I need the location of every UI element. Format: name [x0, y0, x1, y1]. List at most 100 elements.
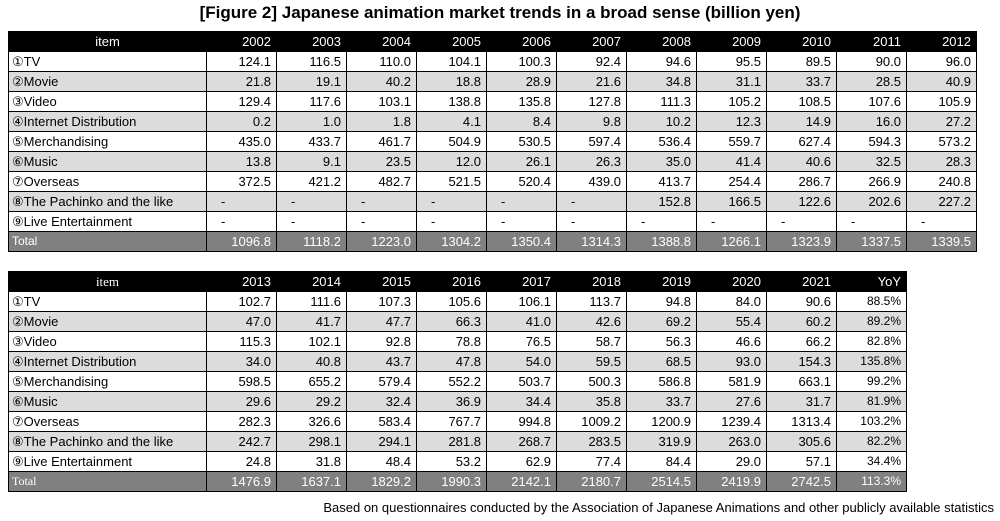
column-header-item: item: [8, 271, 207, 292]
table-cell: 18.8: [416, 71, 487, 92]
total-cell: 2742.5: [766, 471, 837, 492]
table-cell: 536.4: [626, 131, 697, 152]
table-cell: 48.4: [346, 451, 417, 472]
table-cell: 95.5: [696, 51, 767, 72]
table-cell: 135.8: [486, 91, 557, 112]
table-cell: 94.6: [626, 51, 697, 72]
column-header: 2009: [696, 31, 767, 52]
table-cell: 103.2%: [836, 411, 907, 432]
table-cell: 254.4: [696, 171, 767, 192]
table-cell: 76.5: [486, 331, 557, 352]
column-header: 2021: [766, 271, 837, 292]
column-header: 2020: [696, 271, 767, 292]
table-cell: 263.0: [696, 431, 767, 452]
table-cell: -: [486, 191, 557, 212]
table-cell: 105.2: [696, 91, 767, 112]
table-cell: 34.4%: [836, 451, 907, 472]
table-cell: -: [556, 211, 627, 232]
total-cell: 1323.9: [766, 231, 837, 252]
table-cell: 583.4: [346, 411, 417, 432]
row-label: ⑧The Pachinko and the like: [8, 431, 207, 452]
table-cell: 242.7: [206, 431, 277, 452]
table-cell: 82.2%: [836, 431, 907, 452]
table-cell: 413.7: [626, 171, 697, 192]
total-cell: 2419.9: [696, 471, 767, 492]
table-cell: 46.6: [696, 331, 767, 352]
table-cell: 124.1: [206, 51, 277, 72]
table-cell: 102.7: [206, 291, 277, 312]
table-cell: 110.0: [346, 51, 417, 72]
table-cell: 435.0: [206, 131, 277, 152]
table-header-row: item 2002 2003 2004 2005 2006 2007 2008 2009 2010…: [8, 31, 977, 52]
table-cell: 27.6: [696, 391, 767, 412]
table-cell: 298.1: [276, 431, 347, 452]
table-cell: -: [626, 211, 697, 232]
table-cell: 23.5: [346, 151, 417, 172]
column-header: 2003: [276, 31, 347, 52]
table-cell: 559.7: [696, 131, 767, 152]
table-cell: 573.2: [906, 131, 977, 152]
row-label: ①TV: [8, 51, 207, 72]
total-cell: 1339.5: [906, 231, 977, 252]
table-row: ⑤Merchandising 598.5 655.2 579.4 552.2 503.7 5…: [8, 371, 907, 392]
table-cell: 107.6: [836, 91, 907, 112]
table-row: ⑦Overseas 282.3 326.6 583.4 767.7 994.8 1009.2…: [8, 411, 907, 432]
row-label: ⑦Overseas: [8, 411, 207, 432]
total-cell: 1337.5: [836, 231, 907, 252]
table-cell: 55.4: [696, 311, 767, 332]
table-cell: 90.6: [766, 291, 837, 312]
table-cell: 47.7: [346, 311, 417, 332]
table-cell: 1313.4: [766, 411, 837, 432]
table-cell: 326.6: [276, 411, 347, 432]
total-cell: 1304.2: [416, 231, 487, 252]
table-cell: 33.7: [766, 71, 837, 92]
table-cell: 105.6: [416, 291, 487, 312]
table-cell: 202.6: [836, 191, 907, 212]
table-cell: 92.8: [346, 331, 417, 352]
total-cell: 1266.1: [696, 231, 767, 252]
table-cell: 84.4: [626, 451, 697, 472]
table-cell: 29.2: [276, 391, 347, 412]
table-cell: -: [276, 191, 347, 212]
table-cell: 627.4: [766, 131, 837, 152]
table-cell: 107.3: [346, 291, 417, 312]
table-cell: 40.9: [906, 71, 977, 92]
total-cell: 1388.8: [626, 231, 697, 252]
total-cell: 1096.8: [206, 231, 277, 252]
table-cell: 372.5: [206, 171, 277, 192]
table-cell: 1.0: [276, 111, 347, 132]
table-cell: 103.1: [346, 91, 417, 112]
table-row: ③Video 129.4 117.6 103.1 138.8 135.8 127.8 111.…: [8, 91, 977, 112]
table-row: ③Video 115.3 102.1 92.8 78.8 76.5 58.7 56.3 46.6…: [8, 331, 907, 352]
table-row: ⑦Overseas 372.5 421.2 482.7 521.5 520.4 439.0 4…: [8, 171, 977, 192]
table-cell: 594.3: [836, 131, 907, 152]
table-cell: 127.8: [556, 91, 627, 112]
total-row: Total 1476.9 1637.1 1829.2 1990.3 2142.1 2180.…: [8, 471, 907, 492]
table-row: ④Internet Distribution 0.2 1.0 1.8 4.1 8.4 9.8…: [8, 111, 977, 132]
table-cell: 461.7: [346, 131, 417, 152]
table-cell: 29.6: [206, 391, 277, 412]
table-cell: 319.9: [626, 431, 697, 452]
table-cell: 100.3: [486, 51, 557, 72]
row-label: ④Internet Distribution: [8, 351, 207, 372]
column-header-item: item: [8, 31, 207, 52]
table-cell: -: [346, 191, 417, 212]
column-header: 2012: [906, 31, 977, 52]
table-cell: 36.9: [416, 391, 487, 412]
total-cell: 1223.0: [346, 231, 417, 252]
table-cell: 439.0: [556, 171, 627, 192]
market-table-2002-2012: item 2002 2003 2004 2005 2006 2007 2008 2009 2010…: [8, 31, 977, 252]
table-cell: 94.8: [626, 291, 697, 312]
table-cell: 69.2: [626, 311, 697, 332]
table-cell: -: [836, 211, 907, 232]
table-cell: -: [346, 211, 417, 232]
table-cell: 111.6: [276, 291, 347, 312]
total-cell: 113.3%: [836, 471, 907, 492]
column-header: 2008: [626, 31, 697, 52]
table-cell: 108.5: [766, 91, 837, 112]
total-row: Total 1096.8 1118.2 1223.0 1304.2 1350.4 1314.…: [8, 231, 977, 252]
table-cell: 520.4: [486, 171, 557, 192]
total-cell: 1990.3: [416, 471, 487, 492]
table-cell: 266.9: [836, 171, 907, 192]
table-cell: 41.4: [696, 151, 767, 172]
